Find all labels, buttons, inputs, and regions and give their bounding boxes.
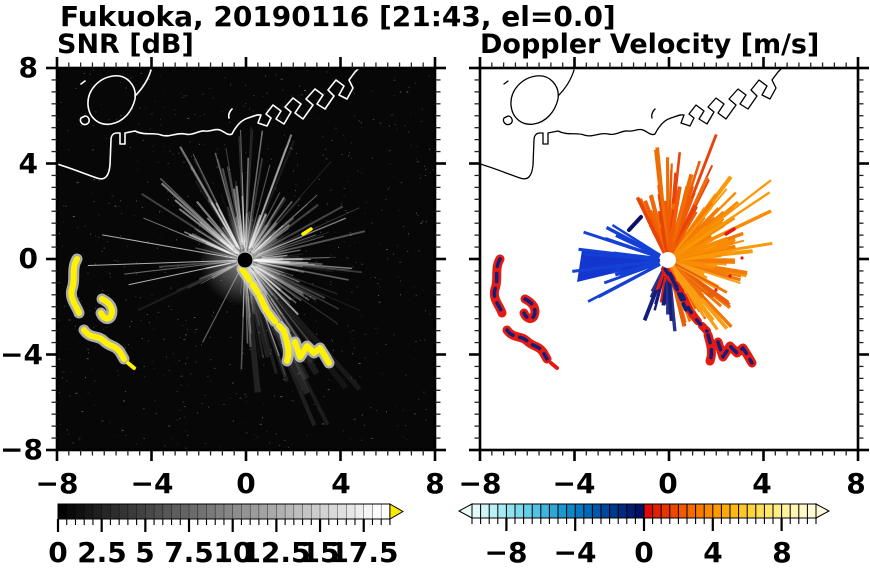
snr-colorbar-label: 5 <box>135 536 155 569</box>
x-tick-label: −4 <box>552 467 596 500</box>
y-tick-label: 8 <box>18 51 38 84</box>
velocity-field <box>480 68 858 450</box>
snr-colorbar-label: 7.5 <box>164 536 214 569</box>
velocity-colorbar-label: 4 <box>703 536 723 569</box>
velocity-colorbar-label: −4 <box>553 536 597 569</box>
snr-colorbar-label: 17.5 <box>329 536 399 569</box>
panel-title-snr: SNR [dB] <box>57 29 194 60</box>
snr-colorbar-label: 10 <box>213 536 253 569</box>
snr-field <box>57 68 435 450</box>
velocity-plot <box>469 57 869 461</box>
y-tick-label: −4 <box>0 337 43 371</box>
x-tick-label: −8 <box>35 467 79 500</box>
snr-colorbar <box>56 503 404 532</box>
figure-title: Fukuoka, 20190116 [21:43, el=0.0] <box>60 0 616 33</box>
y-tick-label: 4 <box>18 146 38 180</box>
snr-colorbar-label: 0 <box>48 536 68 569</box>
x-tick-label: −8 <box>458 467 502 500</box>
snr-colorbar-label: 2.5 <box>77 536 127 569</box>
y-tick-label: −8 <box>0 433 43 466</box>
velocity-colorbar-label: 8 <box>772 536 792 569</box>
velocity-colorbar <box>457 503 831 531</box>
snr-colorbar-label: 12.5 <box>241 536 311 569</box>
x-tick-label: 0 <box>236 467 256 500</box>
velocity-colorbar-label: −8 <box>484 536 528 569</box>
x-tick-label: 4 <box>752 467 772 500</box>
snr-plot <box>46 57 446 461</box>
snr-colorbar-label: 15 <box>300 536 340 569</box>
panel-frame-ticks <box>46 57 446 461</box>
velocity-colorbar-label: 0 <box>634 536 654 569</box>
x-tick-label: 8 <box>425 467 445 500</box>
panel-frame-ticks <box>469 57 869 461</box>
x-tick-label: 0 <box>658 467 678 500</box>
y-tick-label: 0 <box>18 242 38 275</box>
x-tick-label: 8 <box>846 467 866 500</box>
panel-title-velocity: Doppler Velocity [m/s] <box>480 29 820 60</box>
x-tick-label: 4 <box>331 467 351 500</box>
x-tick-label: −4 <box>130 467 174 500</box>
